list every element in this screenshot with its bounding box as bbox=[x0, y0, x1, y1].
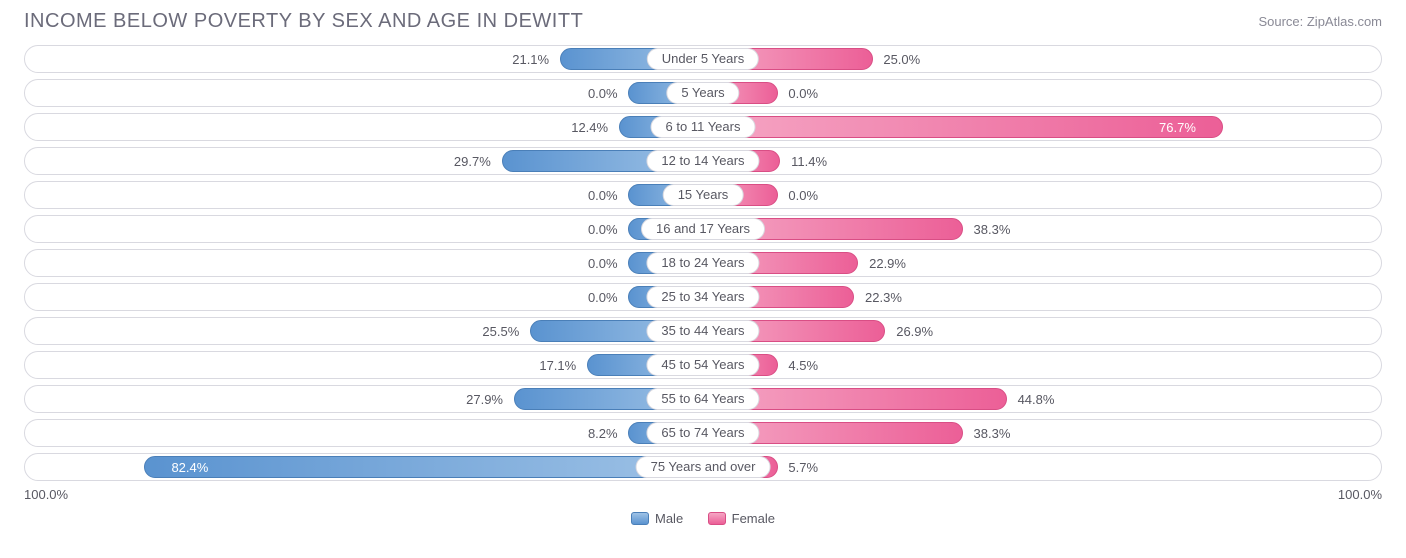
chart-row: 25.5% 26.9% 35 to 44 Years bbox=[24, 317, 1382, 345]
chart-row: 0.0% 0.0% 15 Years bbox=[24, 181, 1382, 209]
female-swatch-icon bbox=[708, 512, 726, 525]
female-value-label: 26.9% bbox=[896, 318, 933, 346]
category-label: 35 to 44 Years bbox=[646, 320, 759, 342]
chart-row: 27.9% 44.8% 55 to 64 Years bbox=[24, 385, 1382, 413]
category-label: 16 and 17 Years bbox=[641, 218, 765, 240]
female-value-label: 38.3% bbox=[974, 420, 1011, 448]
female-value-label: 22.9% bbox=[869, 250, 906, 278]
male-bar bbox=[144, 456, 703, 478]
legend-female: Female bbox=[708, 511, 775, 526]
female-value-label: 25.0% bbox=[883, 46, 920, 74]
chart-title: INCOME BELOW POVERTY BY SEX AND AGE IN D… bbox=[24, 10, 583, 33]
chart-row: 82.4% 5.7% 75 Years and over bbox=[24, 453, 1382, 481]
female-value-label: 0.0% bbox=[788, 182, 818, 210]
legend: Male Female bbox=[0, 507, 1406, 530]
category-label: 5 Years bbox=[666, 82, 739, 104]
chart-row: 0.0% 0.0% 5 Years bbox=[24, 79, 1382, 107]
female-value-label: 11.4% bbox=[791, 148, 827, 176]
chart-row: 21.1% 25.0% Under 5 Years bbox=[24, 45, 1382, 73]
category-label: 65 to 74 Years bbox=[646, 422, 759, 444]
male-value-label: 0.0% bbox=[588, 250, 618, 278]
chart-source: Source: ZipAtlas.com bbox=[1258, 14, 1382, 29]
male-value-label: 12.4% bbox=[571, 114, 608, 142]
chart-area: 21.1% 25.0% Under 5 Years 0.0% 0.0% 5 Years 12… bbox=[0, 41, 1406, 481]
male-value-label: 8.2% bbox=[588, 420, 618, 448]
chart-header: INCOME BELOW POVERTY BY SEX AND AGE IN D… bbox=[0, 0, 1406, 41]
male-value-label: 21.1% bbox=[512, 46, 549, 74]
male-value-label: 25.5% bbox=[482, 318, 519, 346]
axis-left-label: 100.0% bbox=[24, 487, 68, 502]
legend-female-label: Female bbox=[732, 511, 775, 526]
male-value-label: 0.0% bbox=[588, 182, 618, 210]
male-value-label: 82.4% bbox=[171, 454, 208, 482]
male-value-label: 0.0% bbox=[588, 80, 618, 108]
chart-row: 29.7% 11.4% 12 to 14 Years bbox=[24, 147, 1382, 175]
female-value-label: 0.0% bbox=[788, 80, 818, 108]
category-label: 75 Years and over bbox=[636, 456, 771, 478]
chart-row: 0.0% 38.3% 16 and 17 Years bbox=[24, 215, 1382, 243]
axis-labels: 100.0% 100.0% bbox=[0, 487, 1406, 507]
category-label: 45 to 54 Years bbox=[646, 354, 759, 376]
female-value-label: 76.7% bbox=[1159, 114, 1196, 142]
chart-row: 0.0% 22.3% 25 to 34 Years bbox=[24, 283, 1382, 311]
female-value-label: 44.8% bbox=[1018, 386, 1055, 414]
female-value-label: 38.3% bbox=[974, 216, 1011, 244]
category-label: 18 to 24 Years bbox=[646, 252, 759, 274]
male-value-label: 0.0% bbox=[588, 284, 618, 312]
chart-row: 12.4% 76.7% 6 to 11 Years bbox=[24, 113, 1382, 141]
chart-row: 0.0% 22.9% 18 to 24 Years bbox=[24, 249, 1382, 277]
female-value-label: 22.3% bbox=[865, 284, 902, 312]
category-label: 15 Years bbox=[663, 184, 744, 206]
chart-row: 8.2% 38.3% 65 to 74 Years bbox=[24, 419, 1382, 447]
category-label: 25 to 34 Years bbox=[646, 286, 759, 308]
category-label: Under 5 Years bbox=[647, 48, 759, 70]
legend-male-label: Male bbox=[655, 511, 683, 526]
category-label: 6 to 11 Years bbox=[651, 116, 756, 138]
axis-right-label: 100.0% bbox=[1338, 487, 1382, 502]
male-value-label: 0.0% bbox=[588, 216, 618, 244]
male-swatch-icon bbox=[631, 512, 649, 525]
female-value-label: 4.5% bbox=[788, 352, 818, 380]
category-label: 55 to 64 Years bbox=[646, 388, 759, 410]
male-value-label: 17.1% bbox=[539, 352, 576, 380]
female-bar bbox=[703, 116, 1223, 138]
female-value-label: 5.7% bbox=[788, 454, 818, 482]
male-value-label: 29.7% bbox=[454, 148, 491, 176]
chart-row: 17.1% 4.5% 45 to 54 Years bbox=[24, 351, 1382, 379]
male-value-label: 27.9% bbox=[466, 386, 503, 414]
category-label: 12 to 14 Years bbox=[646, 150, 759, 172]
legend-male: Male bbox=[631, 511, 683, 526]
